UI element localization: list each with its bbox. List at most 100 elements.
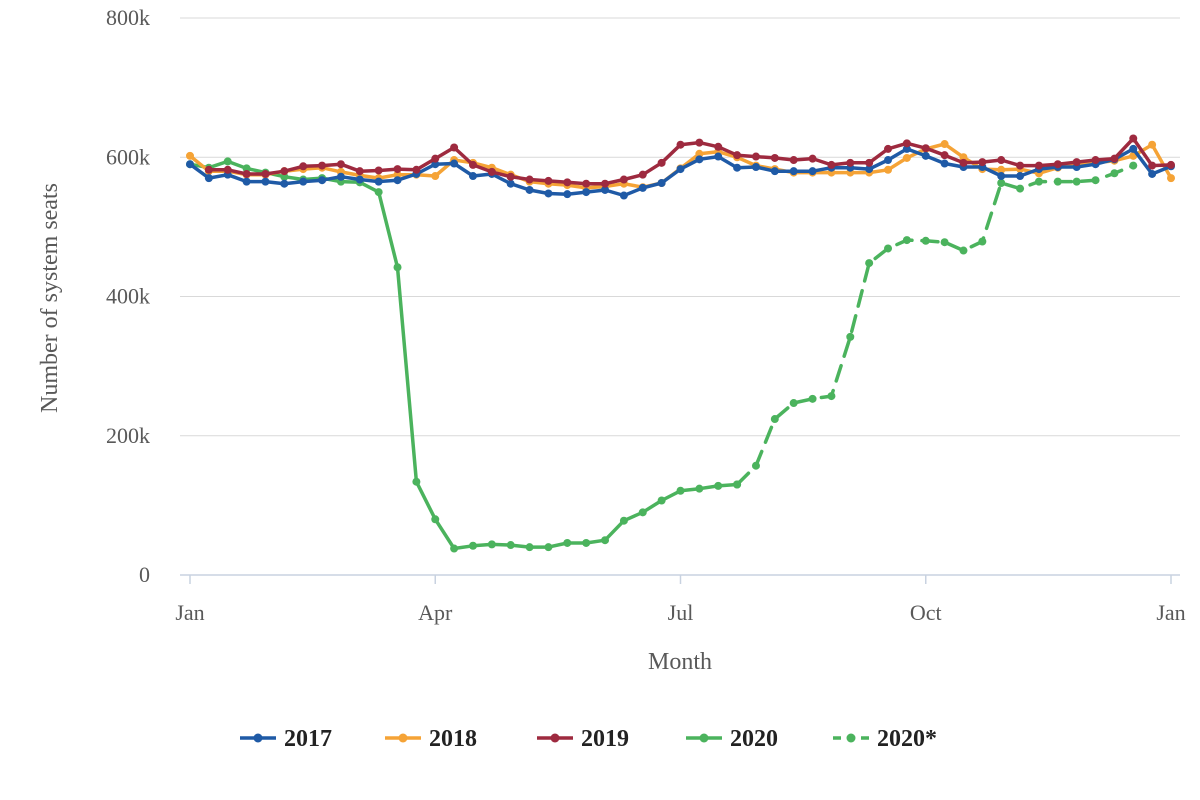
- data-point: [563, 178, 571, 186]
- data-point: [1129, 134, 1137, 142]
- x-axis-title: Month: [648, 649, 712, 675]
- data-point: [450, 160, 458, 168]
- data-point: [261, 170, 269, 178]
- data-point: [1167, 161, 1175, 169]
- data-point: [299, 162, 307, 170]
- data-point: [582, 539, 590, 547]
- data-point: [1092, 176, 1100, 184]
- data-point: [639, 508, 647, 516]
- data-point: [1035, 178, 1043, 186]
- data-point: [809, 155, 817, 163]
- data-point: [337, 160, 345, 168]
- data-point: [1054, 160, 1062, 168]
- data-point: [299, 178, 307, 186]
- legend-item: 2019: [537, 726, 629, 752]
- data-point: [714, 143, 722, 151]
- data-point: [941, 140, 949, 148]
- data-point: [261, 178, 269, 186]
- data-point: [620, 517, 628, 525]
- data-point: [337, 173, 345, 181]
- data-point: [677, 487, 685, 495]
- data-point: [1148, 141, 1156, 149]
- data-point: [1016, 172, 1024, 180]
- legend: 2017 2018 2019 2020 2020*: [240, 726, 937, 752]
- data-point: [846, 159, 854, 167]
- data-point: [205, 166, 213, 174]
- data-point: [601, 180, 609, 188]
- data-point: [997, 179, 1005, 187]
- legend-label: 2019: [581, 726, 629, 752]
- data-point: [394, 263, 402, 271]
- x-tick-label: Jan: [1156, 600, 1185, 625]
- x-tick-label: Apr: [418, 600, 453, 625]
- data-point: [827, 392, 835, 400]
- data-point: [563, 190, 571, 198]
- data-point: [544, 189, 552, 197]
- legend-item: 2020: [686, 726, 778, 752]
- data-point: [978, 158, 986, 166]
- gridlines: [180, 18, 1180, 436]
- data-point: [431, 155, 439, 163]
- data-point: [639, 184, 647, 192]
- data-point: [658, 159, 666, 167]
- data-point: [997, 156, 1005, 164]
- x-tick-label: Jan: [175, 600, 204, 625]
- data-point: [431, 172, 439, 180]
- data-point: [771, 167, 779, 175]
- data-point: [959, 247, 967, 255]
- data-point: [375, 178, 383, 186]
- y-tick-label: 600k: [106, 144, 150, 169]
- data-point: [507, 173, 515, 181]
- data-point: [412, 478, 420, 486]
- data-point: [469, 161, 477, 169]
- data-point: [469, 172, 477, 180]
- data-point: [563, 539, 571, 547]
- data-point: [941, 151, 949, 159]
- data-point: [865, 259, 873, 267]
- data-point: [959, 159, 967, 167]
- data-point: [1035, 162, 1043, 170]
- data-point: [790, 167, 798, 175]
- data-point: [884, 156, 892, 164]
- series-line: [190, 161, 737, 548]
- data-point: [394, 165, 402, 173]
- data-point: [771, 415, 779, 423]
- data-point: [922, 237, 930, 245]
- data-point: [224, 166, 232, 174]
- data-point: [752, 462, 760, 470]
- y-axis-title: Number of system seats: [37, 183, 63, 413]
- data-point: [450, 545, 458, 553]
- data-point: [1167, 174, 1175, 182]
- data-point: [601, 536, 609, 544]
- legend-label: 2017: [284, 726, 332, 752]
- data-point: [809, 167, 817, 175]
- series-lines: [186, 134, 1175, 552]
- data-point: [469, 542, 477, 550]
- data-point: [526, 543, 534, 551]
- data-point: [186, 160, 194, 168]
- data-point: [243, 178, 251, 186]
- y-tick-label: 800k: [106, 5, 150, 30]
- x-axis-ticks: [190, 575, 1171, 584]
- data-point: [375, 166, 383, 174]
- data-point: [846, 333, 854, 341]
- data-point: [733, 151, 741, 159]
- legend-marker: [254, 734, 263, 743]
- data-point: [903, 139, 911, 147]
- y-tick-label: 200k: [106, 423, 150, 448]
- data-point: [375, 188, 383, 196]
- data-point: [1129, 145, 1137, 153]
- data-point: [620, 176, 628, 184]
- data-point: [1054, 178, 1062, 186]
- data-point: [978, 237, 986, 245]
- legend-marker: [551, 734, 560, 743]
- data-point: [658, 179, 666, 187]
- data-point: [526, 186, 534, 194]
- data-point: [186, 152, 194, 160]
- data-point: [733, 480, 741, 488]
- series-2020: [186, 157, 741, 552]
- data-point: [412, 166, 420, 174]
- series-2020-projected: [733, 162, 1137, 489]
- data-point: [1110, 155, 1118, 163]
- data-point: [997, 172, 1005, 180]
